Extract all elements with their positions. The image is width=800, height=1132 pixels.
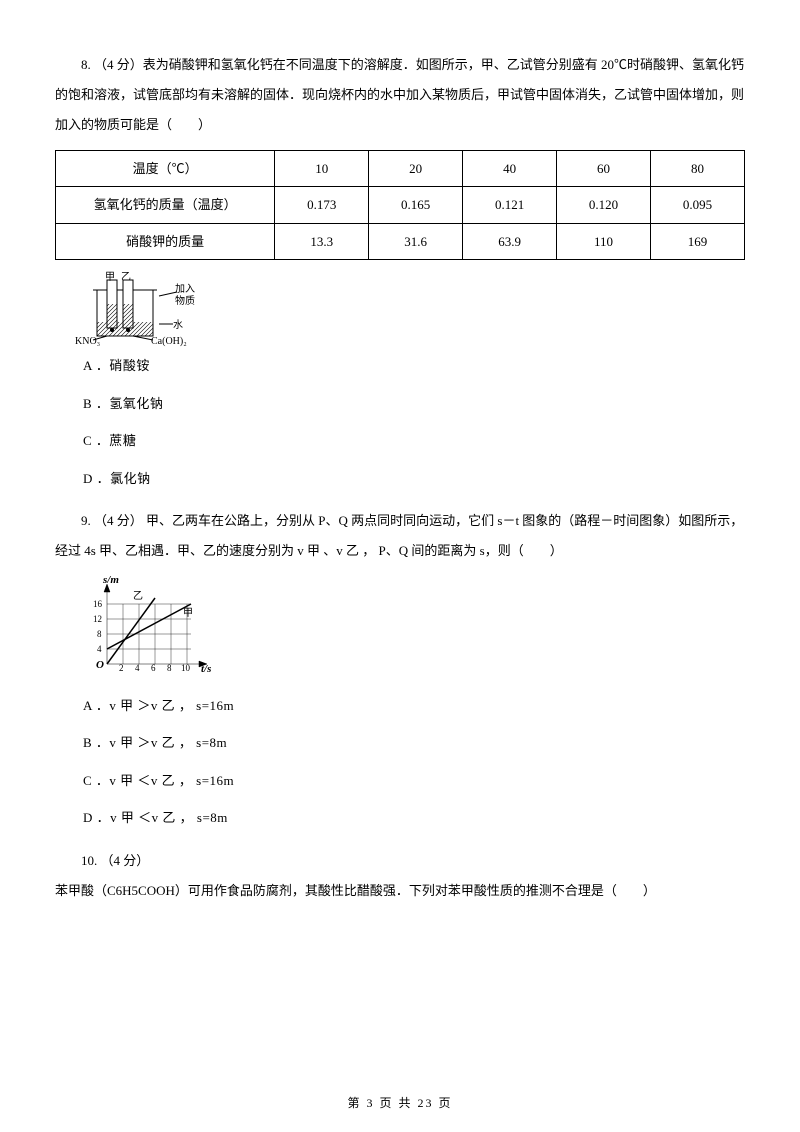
xtick: 4 bbox=[135, 662, 140, 676]
cell: 硝酸钾的质量 bbox=[56, 223, 275, 260]
ytick: 16 bbox=[93, 598, 102, 612]
q10-text: 苯甲酸（C6H5COOH）可用作食品防腐剂，其酸性比醋酸强．下列对苯甲酸性质的推… bbox=[55, 883, 656, 898]
q8-num: 8. bbox=[81, 57, 91, 72]
lbl-kno3: KNO₃ bbox=[75, 334, 100, 349]
q10-num: 10. bbox=[81, 853, 97, 868]
cell: 0.120 bbox=[557, 187, 651, 224]
line-jia: 甲 bbox=[183, 606, 193, 621]
q9-opt-c: C ．v 甲 ＜v 乙 ， s=16m bbox=[83, 771, 745, 791]
x-axis-label: t/s bbox=[201, 661, 211, 678]
cell: 0.165 bbox=[369, 187, 463, 224]
lbl-add2: 物质 bbox=[175, 294, 195, 309]
q8-stem: 8. （4 分）表为硝酸钾和氢氧化钙在不同温度下的溶解度．如图所示，甲、乙试管分… bbox=[55, 50, 745, 140]
lbl-yi: 乙 bbox=[121, 270, 131, 285]
q10-points: （4 分） bbox=[101, 853, 150, 868]
cell: 0.173 bbox=[275, 187, 369, 224]
q8-text: 表为硝酸钾和氢氧化钙在不同温度下的溶解度．如图所示，甲、乙试管分别盛有 20℃时… bbox=[55, 57, 744, 132]
q9-opt-d: D ．v 甲 ＜v 乙 ， s=8m bbox=[83, 808, 745, 828]
q8-opt-a: A ．硝酸铵 bbox=[83, 356, 745, 376]
cell: 20 bbox=[369, 150, 463, 187]
q10-stem: 10. （4 分） 苯甲酸（C6H5COOH）可用作食品防腐剂，其酸性比醋酸强．下… bbox=[55, 846, 745, 906]
q8-opt-b: B ．氢氧化钠 bbox=[83, 394, 745, 414]
y-axis-label: s/m bbox=[103, 572, 119, 589]
cell: 13.3 bbox=[275, 223, 369, 260]
q9-opt-a: A ．v 甲 ＞v 乙 ， s=16m bbox=[83, 696, 745, 716]
page-footer: 第 3 页 共 23 页 bbox=[0, 1094, 800, 1112]
line-yi: 乙 bbox=[133, 589, 143, 604]
cell: 10 bbox=[275, 150, 369, 187]
cell: 80 bbox=[651, 150, 745, 187]
origin: O bbox=[96, 657, 104, 674]
lbl-jia: 甲 bbox=[105, 270, 115, 285]
xtick: 6 bbox=[151, 662, 156, 676]
cell: 40 bbox=[463, 150, 557, 187]
q8-points: （4 分） bbox=[94, 57, 143, 72]
q8-opt-d: D ．氯化钠 bbox=[83, 469, 745, 489]
cell: 氢氧化钙的质量（温度） bbox=[56, 187, 275, 224]
xtick: 10 bbox=[181, 662, 190, 676]
q9-text: 甲、乙两车在公路上，分别从 P、Q 两点同时同向运动，它们 s－t 图象的（路程… bbox=[55, 513, 743, 558]
q8-opt-c: C ．蔗糖 bbox=[83, 431, 745, 451]
ytick: 4 bbox=[97, 643, 102, 657]
cell: 63.9 bbox=[463, 223, 557, 260]
xtick: 8 bbox=[167, 662, 172, 676]
cell: 169 bbox=[651, 223, 745, 260]
xtick: 2 bbox=[119, 662, 124, 676]
q8-table: 温度（℃） 10 20 40 60 80 氢氧化钙的质量（温度） 0.173 0… bbox=[55, 150, 745, 261]
q9-num: 9. bbox=[81, 513, 91, 528]
q8-diagram: 甲 乙 加入 物质 水 KNO₃ Ca(OH)₂ bbox=[83, 274, 203, 346]
q9-stem: 9. （4 分） 甲、乙两车在公路上，分别从 P、Q 两点同时同向运动，它们 s… bbox=[55, 506, 745, 566]
table-row: 硝酸钾的质量 13.3 31.6 63.9 110 169 bbox=[56, 223, 745, 260]
table-row: 温度（℃） 10 20 40 60 80 bbox=[56, 150, 745, 187]
cell: 温度（℃） bbox=[56, 150, 275, 187]
cell: 60 bbox=[557, 150, 651, 187]
q9-diagram: s/m t/s 4 8 12 16 O 2 4 6 8 10 乙 甲 bbox=[83, 574, 223, 684]
ytick: 12 bbox=[93, 613, 102, 627]
q9-opt-b: B ．v 甲 ＞v 乙 ， s=8m bbox=[83, 733, 745, 753]
cell: 0.095 bbox=[651, 187, 745, 224]
cell: 0.121 bbox=[463, 187, 557, 224]
q9-points: （4 分） bbox=[94, 513, 143, 528]
table-row: 氢氧化钙的质量（温度） 0.173 0.165 0.121 0.120 0.09… bbox=[56, 187, 745, 224]
lbl-caoh: Ca(OH)₂ bbox=[151, 334, 187, 349]
cell: 31.6 bbox=[369, 223, 463, 260]
cell: 110 bbox=[557, 223, 651, 260]
lbl-water: 水 bbox=[173, 318, 183, 333]
ytick: 8 bbox=[97, 628, 102, 642]
